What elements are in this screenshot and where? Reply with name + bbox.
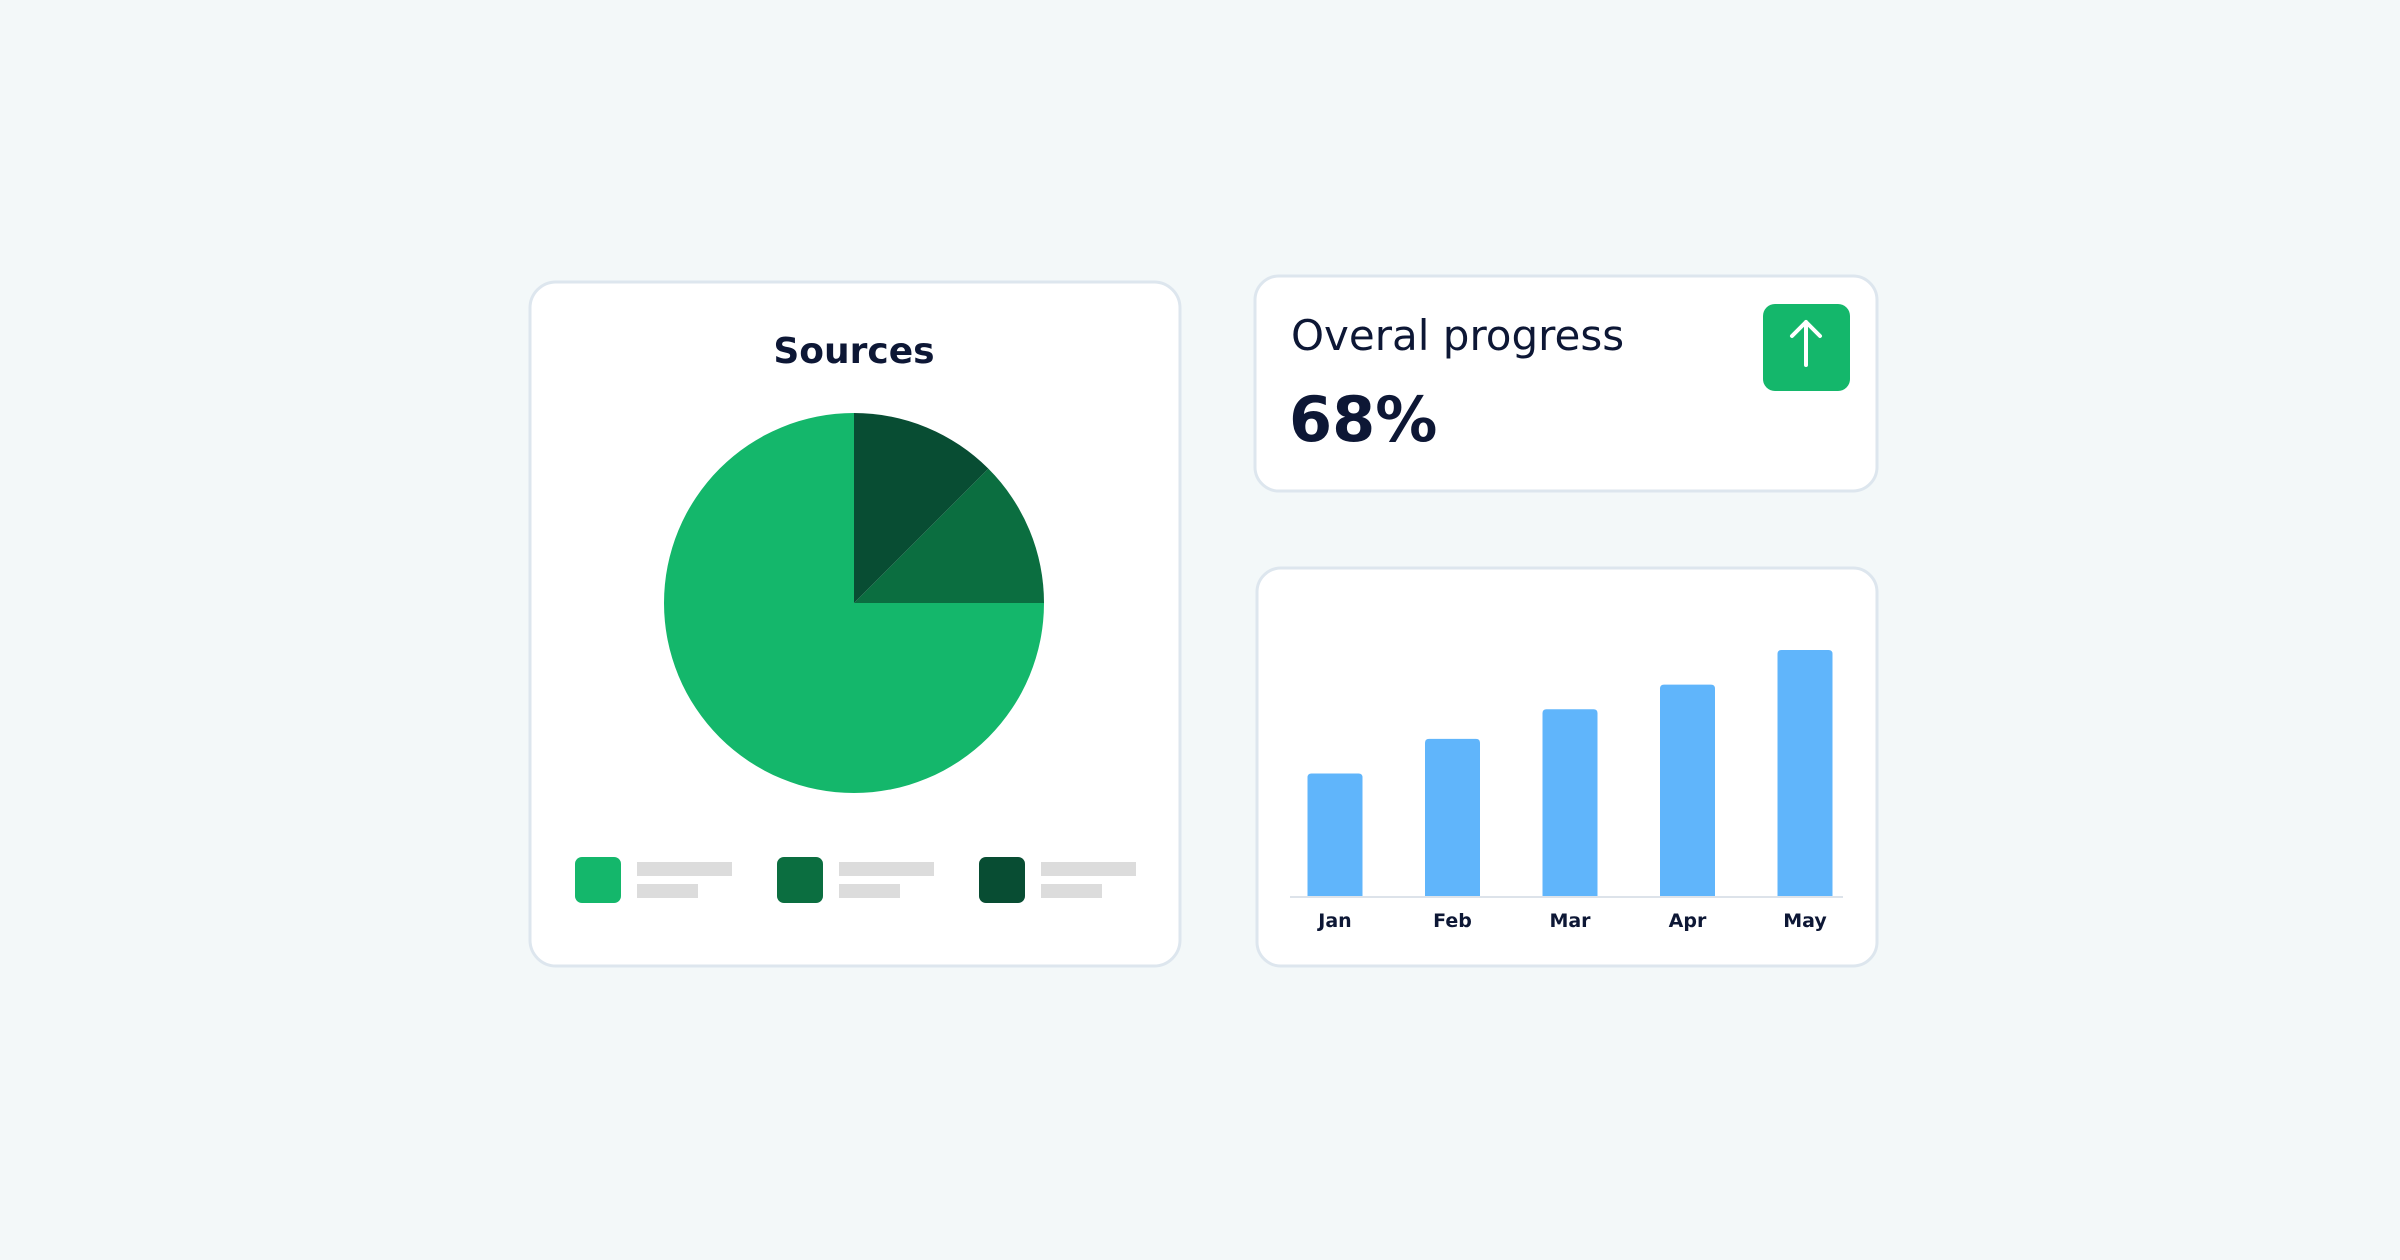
bar <box>1425 738 1480 897</box>
kpi-value: 68% <box>1289 383 1437 456</box>
bar <box>1307 773 1363 897</box>
x-tick-label: Feb <box>1433 910 1472 932</box>
x-tick-label: Mar <box>1549 910 1591 932</box>
legend-placeholder <box>839 862 934 876</box>
pie-slice <box>854 413 989 603</box>
x-tick-label: Jan <box>1316 910 1351 932</box>
legend-placeholder <box>637 884 698 898</box>
pie-slice <box>854 468 1044 603</box>
kpi-label: Overal progress <box>1291 311 1624 360</box>
bar <box>1777 650 1833 897</box>
bar-chart: Jan Feb Mar Apr May <box>1307 650 1833 932</box>
legend-swatch <box>575 857 621 903</box>
x-tick-label: May <box>1783 910 1827 932</box>
legend-placeholder <box>637 862 732 876</box>
legend-swatch <box>777 857 823 903</box>
arrow-up-icon <box>1790 320 1822 367</box>
x-tick-label: Apr <box>1669 910 1707 932</box>
legend <box>575 857 1136 903</box>
legend-placeholder <box>1041 884 1102 898</box>
legend-swatch <box>979 857 1025 903</box>
pie-chart <box>664 413 1044 793</box>
progress-card <box>1253 274 1879 493</box>
bar <box>1660 684 1715 897</box>
pie-title: Sources <box>773 331 934 372</box>
legend-placeholder <box>1041 862 1136 876</box>
legend-placeholder <box>839 884 900 898</box>
bar <box>1542 709 1598 897</box>
